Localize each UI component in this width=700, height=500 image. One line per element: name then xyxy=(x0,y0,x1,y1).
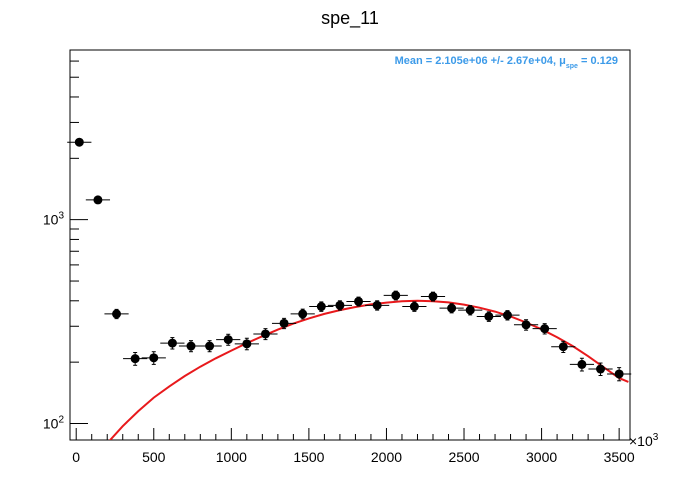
point-marker xyxy=(74,137,84,147)
data-points-group xyxy=(67,137,632,382)
data-point xyxy=(160,337,185,350)
point-marker xyxy=(596,364,606,374)
annotation-main-text: Mean = 2.105e+06 +/- 2.67e+04, μ xyxy=(395,55,566,67)
data-point xyxy=(253,328,278,341)
point-marker xyxy=(502,310,512,320)
axes: 0 500 1000 1500 2000 2500 3000 3500 102 103 xyxy=(43,60,635,465)
x-tick-label: 3000 xyxy=(526,449,557,465)
point-marker xyxy=(260,329,270,339)
data-point xyxy=(327,300,353,311)
point-marker xyxy=(540,324,550,334)
x-tick-label: 1500 xyxy=(293,449,324,465)
x-tick-label: 2500 xyxy=(448,449,479,465)
point-marker xyxy=(167,338,177,348)
data-point xyxy=(551,340,576,354)
data-point xyxy=(588,362,613,377)
data-point xyxy=(383,290,408,301)
point-marker xyxy=(112,309,122,319)
point-marker xyxy=(372,300,382,310)
data-point xyxy=(458,305,483,316)
x-tick-label: 0 xyxy=(72,449,80,465)
data-point xyxy=(439,303,464,314)
data-point xyxy=(104,308,129,320)
point-marker xyxy=(242,339,252,349)
point-marker xyxy=(558,342,568,352)
x-tick-label: 1000 xyxy=(216,449,247,465)
data-point xyxy=(290,308,315,320)
plot-frame xyxy=(69,49,631,441)
annotation-value: = 0.129 xyxy=(578,55,618,67)
point-marker xyxy=(205,341,215,351)
point-marker xyxy=(316,302,326,312)
annotation-subscript: spe xyxy=(566,63,578,70)
x-multiplier-exponent: 3 xyxy=(653,432,659,443)
data-point xyxy=(513,319,539,331)
data-point xyxy=(234,337,259,351)
data-point xyxy=(476,311,501,322)
fit-curve xyxy=(108,299,629,440)
data-point xyxy=(346,296,371,307)
svg-text:×103: ×103 xyxy=(629,432,659,449)
point-marker xyxy=(465,305,475,315)
point-marker xyxy=(484,311,494,321)
data-point xyxy=(85,195,111,205)
point-marker xyxy=(409,302,419,312)
point-marker xyxy=(521,320,531,330)
point-marker xyxy=(614,369,624,379)
data-point xyxy=(67,137,92,147)
data-point xyxy=(178,340,204,353)
x-multiplier-label: ×103 xyxy=(629,432,659,449)
point-marker xyxy=(354,296,364,306)
data-point xyxy=(123,352,148,366)
data-point xyxy=(197,340,222,353)
point-marker xyxy=(428,291,438,301)
data-point xyxy=(402,301,427,312)
point-marker xyxy=(130,354,140,364)
data-point xyxy=(532,323,557,335)
data-point xyxy=(569,357,595,372)
y-tick-label: 103 xyxy=(43,211,65,228)
fit-annotation: Mean = 2.105e+06 +/- 2.67e+04, μspe = 0.… xyxy=(395,55,618,70)
data-point xyxy=(365,300,390,311)
x-multiplier-base: ×10 xyxy=(629,433,653,449)
point-marker xyxy=(577,359,587,369)
y-tick-label: 102 xyxy=(43,415,65,432)
point-marker xyxy=(391,290,401,300)
point-marker xyxy=(93,195,103,205)
x-tick-label: 2000 xyxy=(371,449,402,465)
point-marker xyxy=(335,300,345,310)
data-point xyxy=(216,333,241,346)
point-marker xyxy=(223,335,233,345)
point-marker xyxy=(447,303,457,313)
point-marker xyxy=(186,341,196,351)
x-tick-label: 3500 xyxy=(604,449,635,465)
point-marker xyxy=(279,318,289,328)
data-point xyxy=(271,317,297,330)
x-tick-label: 500 xyxy=(142,449,166,465)
data-point xyxy=(141,351,166,365)
data-point xyxy=(607,367,632,382)
data-point xyxy=(420,291,446,302)
point-marker xyxy=(298,309,308,319)
point-marker xyxy=(149,353,159,363)
fit-curve-group xyxy=(108,299,629,440)
chart-title: spe_11 xyxy=(321,8,379,29)
data-point xyxy=(495,310,520,321)
data-point xyxy=(309,301,334,312)
